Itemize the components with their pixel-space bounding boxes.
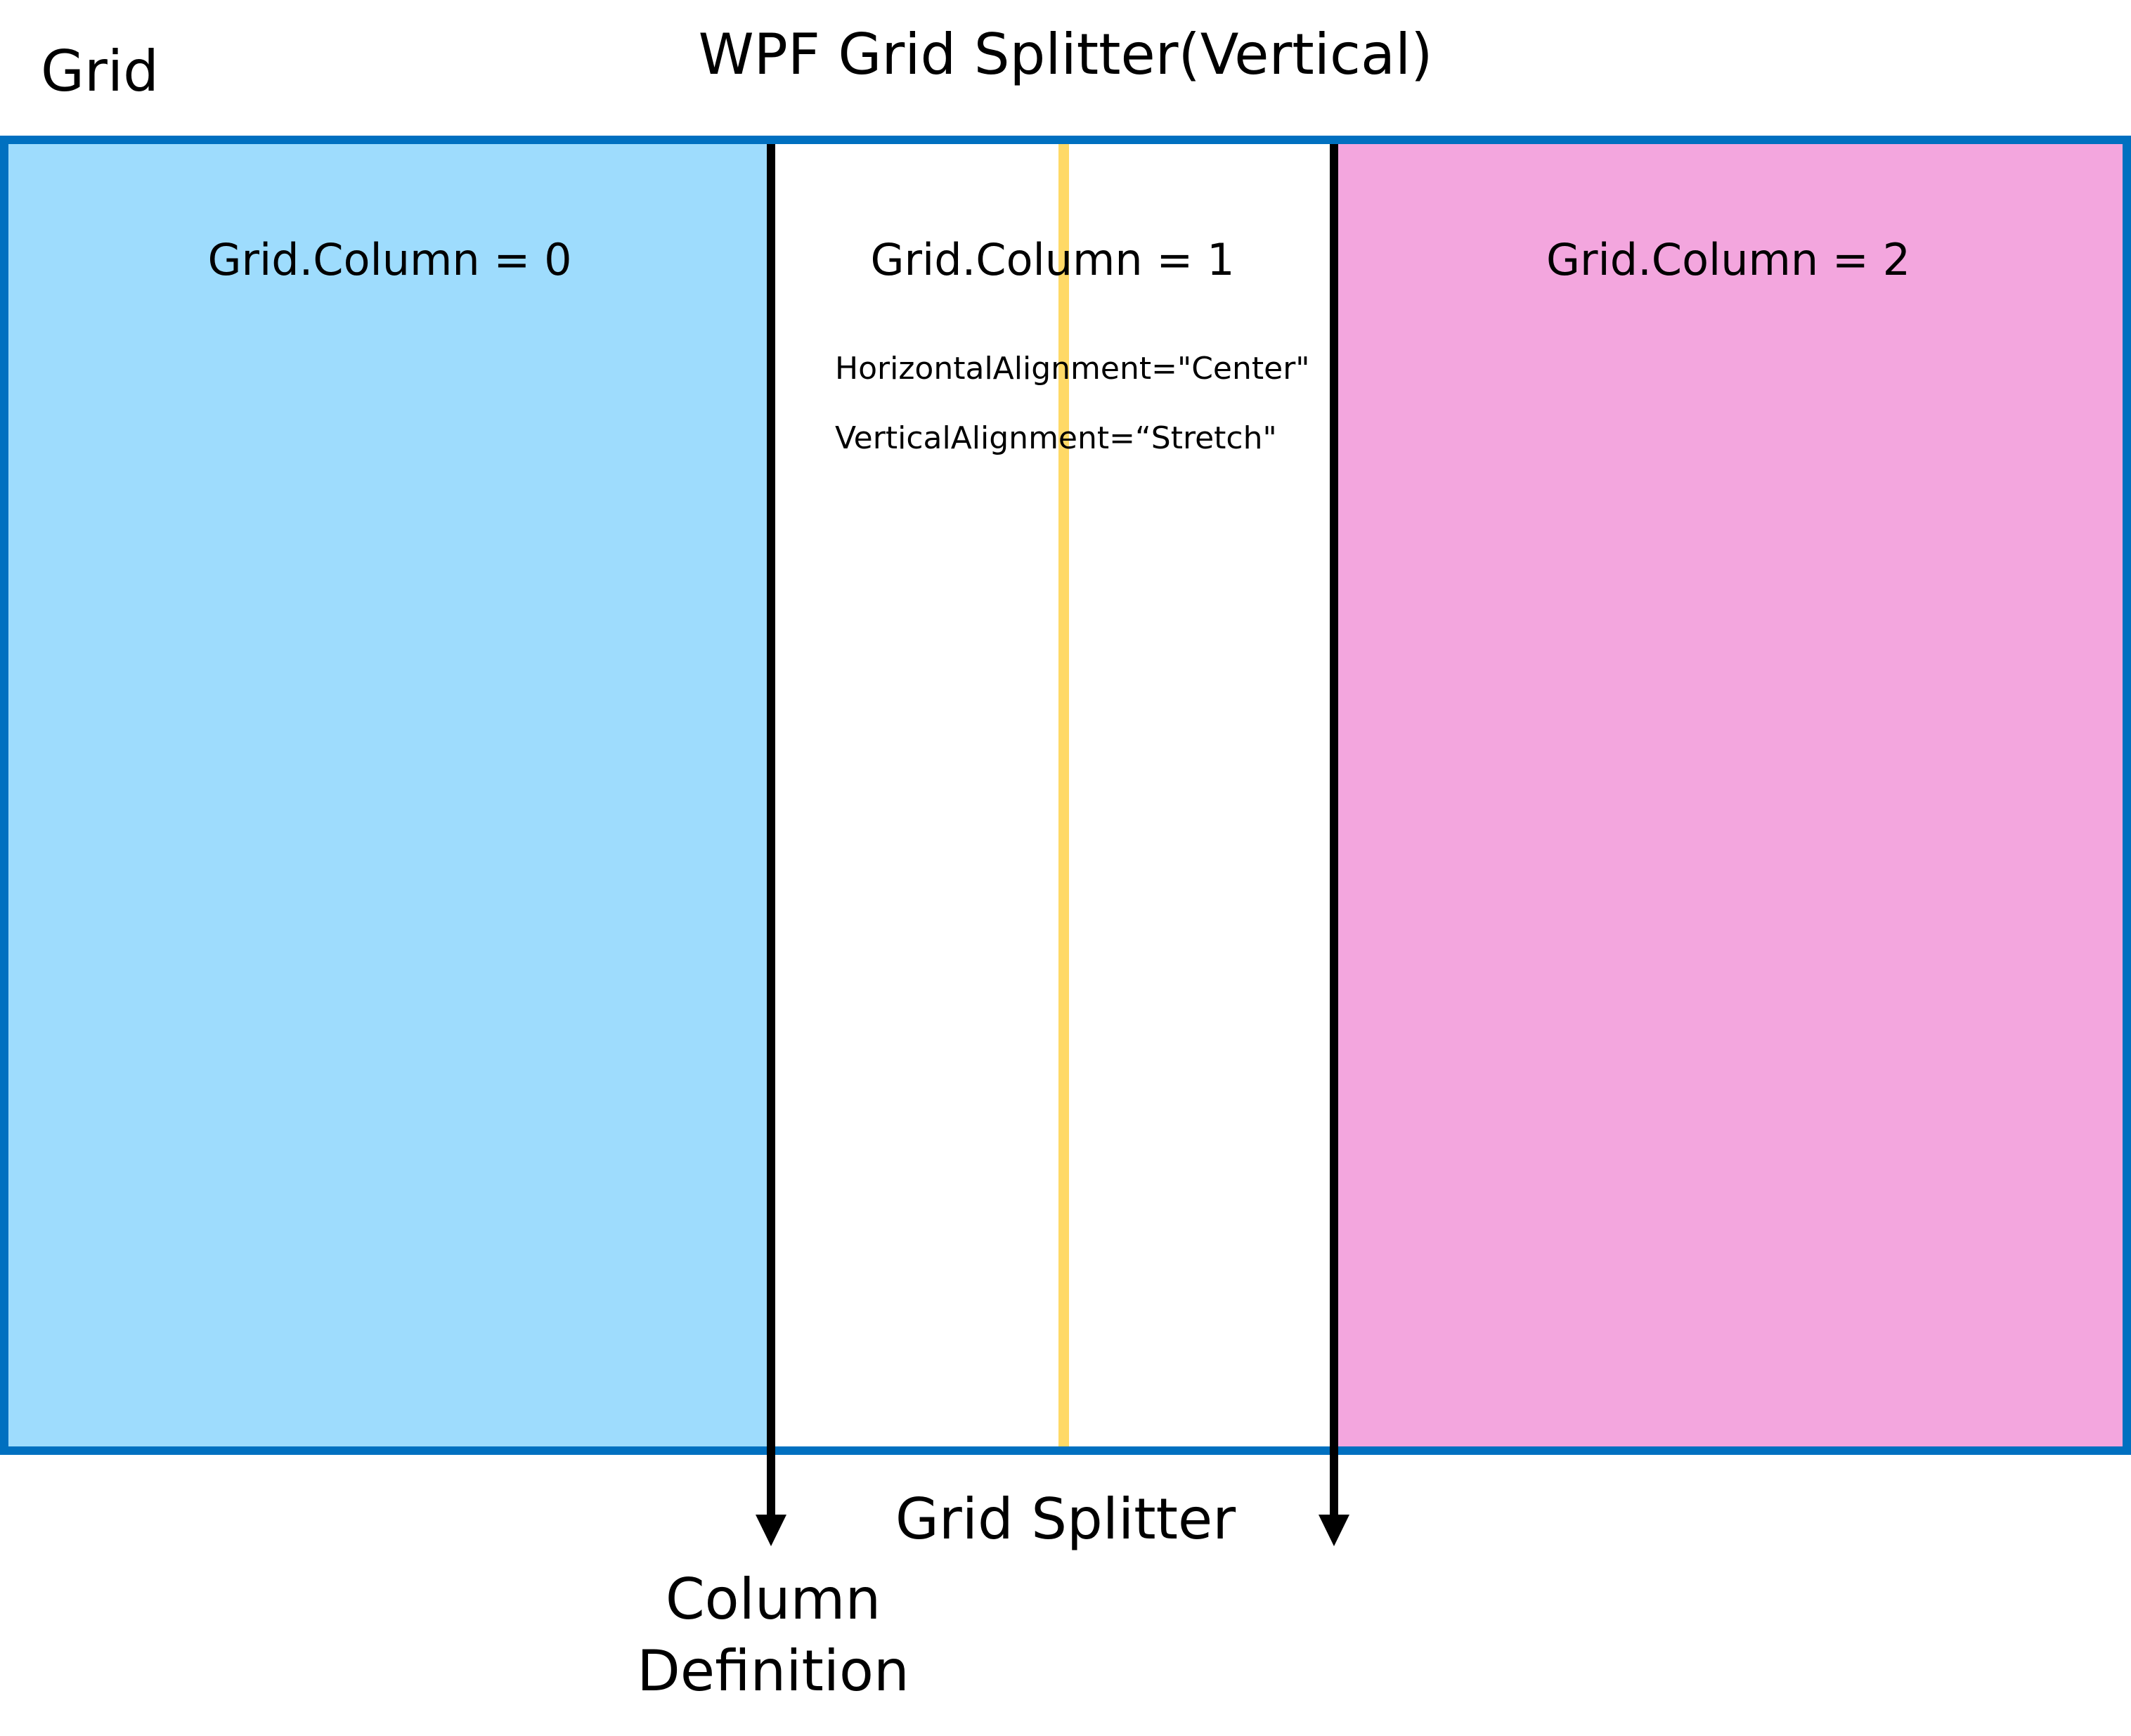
grid-column-0 — [8, 144, 771, 1446]
arrow-down-icon — [756, 1515, 786, 1546]
vertical-alignment-text: VerticalAlignment=“Stretch" — [835, 420, 1277, 456]
grid-frame — [0, 136, 2131, 1455]
diagram-title: WPF Grid Splitter(Vertical) — [698, 22, 1433, 87]
grid-column-2 — [1334, 144, 2123, 1446]
column-definition-line2: Definition — [637, 1638, 909, 1704]
grid-column-2-label: Grid.Column = 2 — [1546, 234, 1911, 285]
grid-column-1-label: Grid.Column = 1 — [870, 234, 1235, 285]
arrow-down-icon — [1319, 1515, 1349, 1546]
grid-splitter-label: Grid Splitter — [895, 1486, 1236, 1552]
grid-splitter-bar[interactable] — [1058, 144, 1069, 1446]
grid-label: Grid — [41, 39, 159, 104]
column-definition-line1: Column — [665, 1567, 881, 1632]
grid-column-0-label: Grid.Column = 0 — [207, 234, 572, 285]
horizontal-alignment-text: HorizontalAlignment="Center" — [835, 351, 1310, 387]
column-definition-label: Column Definition — [597, 1564, 949, 1707]
grid-column-1 — [771, 144, 1334, 1446]
